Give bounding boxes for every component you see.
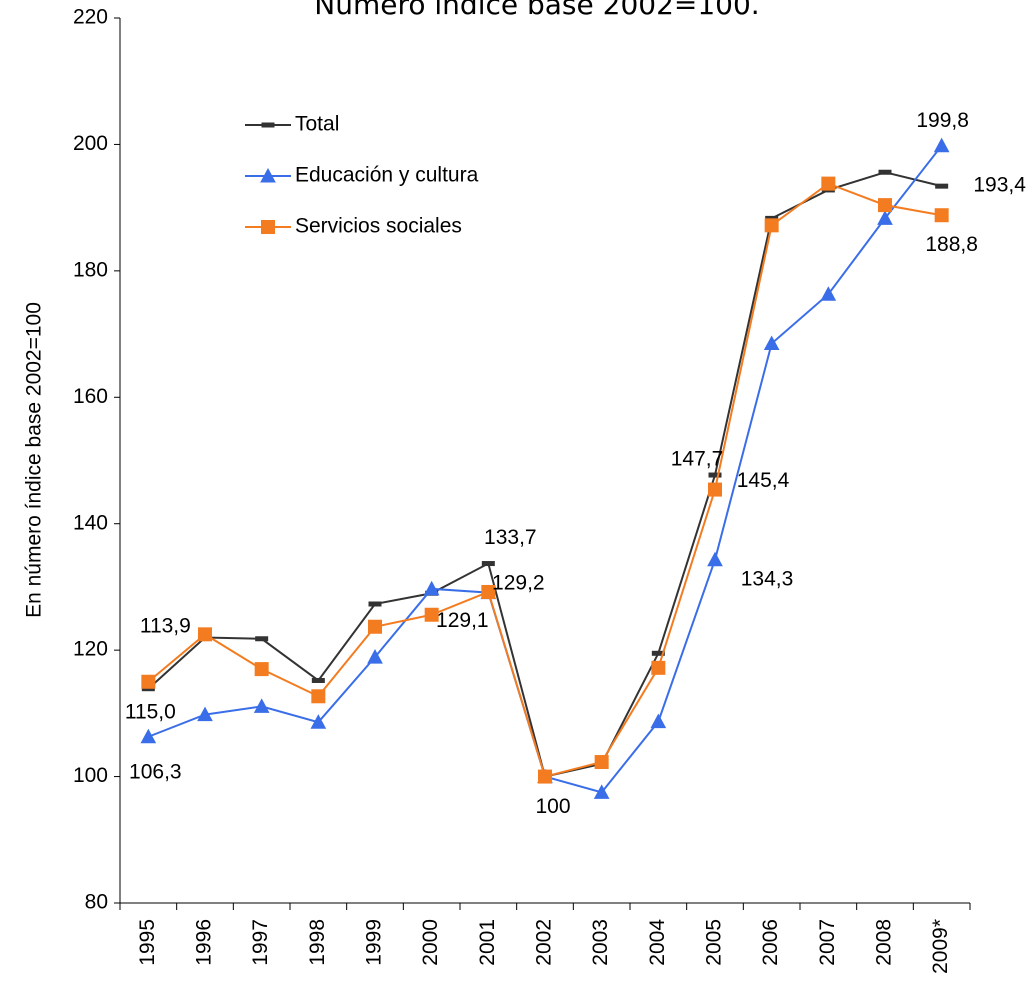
data-label: 115,0	[125, 700, 176, 723]
y-tick-label: 160	[73, 385, 108, 408]
data-point	[878, 169, 892, 175]
data-point	[708, 482, 722, 497]
data-label: 133,7	[484, 526, 537, 549]
data-point	[593, 784, 610, 799]
data-point	[481, 584, 496, 599]
data-point	[651, 650, 665, 656]
data-point	[253, 698, 270, 713]
data-label: 134,3	[741, 567, 794, 590]
data-label: 113,9	[140, 614, 191, 637]
data-point	[820, 286, 837, 301]
x-tick-label: 2002	[533, 919, 556, 966]
data-point	[368, 601, 382, 607]
x-tick-label: 2007	[816, 919, 839, 966]
data-point	[877, 210, 893, 225]
data-point	[423, 580, 440, 596]
x-tick-label: 1997	[249, 919, 272, 966]
legend-marker	[261, 220, 275, 234]
data-point	[707, 551, 723, 567]
series	[141, 169, 949, 780]
y-tick-label: 100	[73, 764, 108, 787]
y-tick-label: 180	[73, 258, 108, 281]
data-point	[708, 472, 722, 478]
data-point	[310, 714, 327, 729]
x-tick-label: 1998	[306, 919, 329, 966]
x-tick-label: 2000	[419, 919, 442, 966]
data-point	[368, 619, 382, 634]
data-point	[821, 176, 836, 191]
data-point	[651, 660, 666, 675]
data-label: 100	[535, 795, 570, 818]
x-tick-label: 2001	[476, 919, 499, 966]
data-point	[650, 713, 667, 729]
data-label: 199,8	[916, 109, 969, 132]
data-point	[141, 674, 156, 689]
data-point	[933, 137, 950, 153]
data-label: 129,1	[436, 609, 489, 632]
y-tick-label: 80	[85, 891, 108, 914]
data-point	[254, 662, 269, 677]
legend-label: Educación y cultura	[295, 164, 479, 187]
y-tick-label: 220	[73, 6, 108, 29]
data-point	[878, 198, 892, 213]
legend-marker	[260, 167, 276, 183]
series-line	[147, 145, 943, 794]
data-point	[764, 218, 779, 233]
data-point	[198, 627, 212, 642]
series-line	[147, 171, 942, 778]
data-point	[538, 769, 552, 784]
data-point	[367, 649, 383, 664]
x-tick-label: 2008	[873, 919, 896, 966]
data-point	[140, 728, 157, 744]
data-point	[424, 607, 439, 622]
x-tick-label: 2004	[646, 919, 669, 966]
series-line	[147, 182, 942, 778]
x-tick-label: 2005	[703, 919, 726, 966]
x-tick-label: 2009*	[929, 919, 952, 974]
data-label: 129,2	[492, 572, 545, 595]
data-point	[255, 636, 269, 642]
data-point	[594, 755, 609, 770]
data-label: 106,3	[129, 760, 182, 783]
x-tick-label: 1999	[363, 919, 386, 966]
legend-marker	[261, 122, 275, 128]
data-point	[481, 561, 495, 567]
legend-label: Servicios sociales	[295, 215, 462, 238]
data-label: 147,7	[671, 448, 724, 471]
y-tick-label: 120	[73, 638, 108, 661]
series	[141, 176, 949, 784]
data-label: 188,8	[925, 233, 978, 256]
y-tick-label: 140	[73, 511, 108, 534]
data-label: 145,4	[737, 469, 790, 492]
data-point	[935, 183, 949, 189]
data-point	[311, 689, 326, 704]
x-tick-label: 1995	[136, 919, 159, 966]
x-tick-label: 2006	[759, 919, 782, 966]
x-tick-label: 1996	[193, 919, 216, 966]
chart-title: Número índice base 2002=100.	[314, 0, 759, 21]
y-axis-label: En número índice base 2002=100	[23, 302, 46, 618]
data-point	[934, 208, 949, 223]
y-tick-label: 200	[73, 132, 108, 155]
legend-label: Total	[295, 113, 339, 136]
data-point	[763, 335, 780, 351]
x-tick-label: 2003	[589, 919, 612, 966]
series	[140, 137, 950, 799]
data-label: 193,4	[973, 174, 1026, 197]
data-point	[197, 706, 213, 722]
data-point	[311, 677, 325, 683]
